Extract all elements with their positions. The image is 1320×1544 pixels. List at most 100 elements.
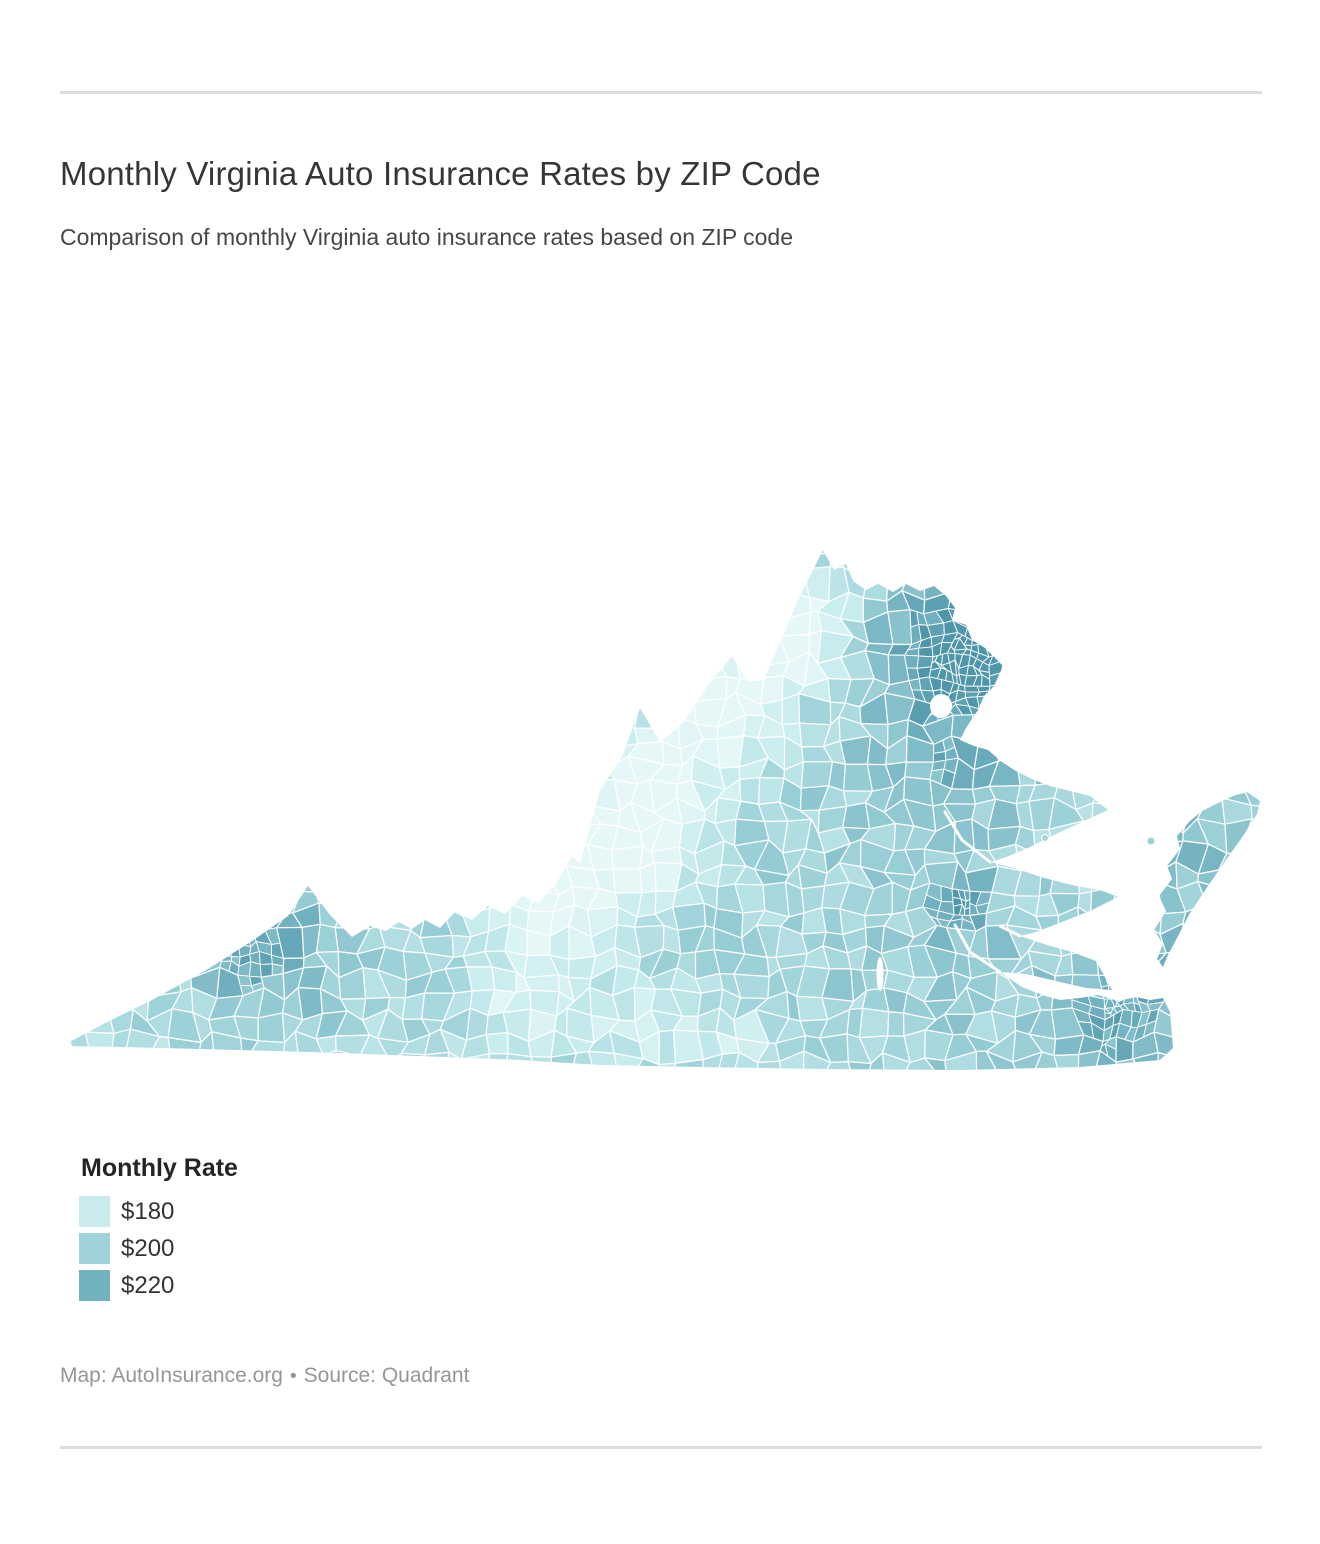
- zip-region[interactable]: [924, 1057, 948, 1086]
- zip-region[interactable]: [1078, 872, 1093, 895]
- zip-region[interactable]: [949, 591, 964, 602]
- zip-region[interactable]: [733, 973, 770, 1000]
- zip-region[interactable]: [983, 636, 1001, 647]
- zip-region[interactable]: [84, 1010, 115, 1034]
- zip-region[interactable]: [998, 686, 1013, 696]
- zip-region[interactable]: [887, 1011, 905, 1037]
- zip-region[interactable]: [485, 1053, 509, 1083]
- zip-region[interactable]: [251, 902, 270, 923]
- zip-region[interactable]: [978, 704, 996, 716]
- zip-region[interactable]: [658, 1062, 676, 1081]
- zip-region[interactable]: [739, 777, 761, 805]
- zip-region[interactable]: [633, 698, 661, 729]
- zip-region[interactable]: [960, 595, 975, 608]
- zip-region[interactable]: [1053, 1053, 1080, 1081]
- zip-region[interactable]: [987, 690, 1003, 697]
- zip-region[interactable]: [334, 1050, 369, 1080]
- zip-region[interactable]: [611, 845, 644, 870]
- zip-region[interactable]: [1095, 946, 1119, 977]
- zip-region[interactable]: [1135, 907, 1163, 935]
- zip-region[interactable]: [1127, 989, 1138, 998]
- zip-region[interactable]: [1034, 1051, 1061, 1077]
- zip-region[interactable]: [964, 907, 971, 916]
- zip-region[interactable]: [105, 988, 134, 1012]
- zip-region[interactable]: [825, 1061, 853, 1075]
- zip-region[interactable]: [985, 1050, 1022, 1085]
- zip-region[interactable]: [944, 1050, 978, 1085]
- zip-region[interactable]: [1070, 949, 1100, 976]
- zip-region[interactable]: [904, 654, 920, 669]
- zip-region[interactable]: [1092, 776, 1126, 806]
- zip-region[interactable]: [839, 735, 872, 765]
- zip-region[interactable]: [996, 738, 1017, 762]
- zip-region[interactable]: [975, 1050, 999, 1081]
- zip-region[interactable]: [918, 646, 934, 658]
- zip-region[interactable]: [1197, 880, 1220, 916]
- zip-region[interactable]: [613, 1052, 644, 1082]
- zip-region[interactable]: [867, 1052, 885, 1079]
- zip-region[interactable]: [1002, 646, 1020, 662]
- zip-region[interactable]: [385, 1052, 405, 1081]
- zip-region[interactable]: [1001, 655, 1018, 674]
- zip-region[interactable]: [334, 904, 370, 930]
- zip-region[interactable]: [985, 609, 1001, 627]
- zip-region[interactable]: [977, 637, 992, 645]
- zip-region[interactable]: [1091, 802, 1119, 827]
- zip-region[interactable]: [779, 1050, 805, 1085]
- zip-region[interactable]: [1157, 1051, 1189, 1084]
- zip-region[interactable]: [84, 1031, 115, 1063]
- zip-region[interactable]: [756, 1060, 784, 1085]
- zip-region[interactable]: [901, 1057, 938, 1078]
- zip-region[interactable]: [356, 904, 381, 930]
- zip-region[interactable]: [962, 600, 979, 615]
- zip-region[interactable]: [1115, 1058, 1142, 1081]
- zip-region[interactable]: [1049, 870, 1081, 895]
- zip-region[interactable]: [862, 571, 889, 602]
- zip-region[interactable]: [842, 802, 871, 830]
- zip-region[interactable]: [785, 567, 811, 598]
- zip-region[interactable]: [1091, 872, 1125, 893]
- zip-region[interactable]: [418, 1051, 450, 1081]
- zip-region[interactable]: [1057, 927, 1080, 957]
- zip-region[interactable]: [225, 942, 241, 958]
- zip-region[interactable]: [504, 923, 528, 957]
- zip-region[interactable]: [212, 926, 227, 944]
- zip-region[interactable]: [586, 765, 615, 782]
- zip-region[interactable]: [985, 622, 1001, 639]
- zip-region[interactable]: [1224, 818, 1253, 855]
- zip-region[interactable]: [401, 1052, 426, 1078]
- bay-island[interactable]: [1041, 834, 1049, 842]
- zip-region[interactable]: [1070, 925, 1098, 955]
- zip-region[interactable]: [1034, 764, 1060, 786]
- zip-region[interactable]: [1001, 679, 1016, 693]
- bay-island[interactable]: [1146, 836, 1156, 846]
- zip-region[interactable]: [300, 862, 323, 893]
- zip-region[interactable]: [1035, 914, 1060, 937]
- zip-region[interactable]: [802, 538, 832, 555]
- zip-region[interactable]: [249, 961, 262, 978]
- zip-region[interactable]: [735, 653, 771, 680]
- zip-region[interactable]: [612, 868, 643, 894]
- zip-region-mosaic[interactable]: [69, 538, 1265, 1086]
- zip-region[interactable]: [550, 1052, 577, 1083]
- zip-region[interactable]: [673, 1058, 704, 1082]
- zip-region[interactable]: [257, 1012, 286, 1044]
- zip-region[interactable]: [1079, 820, 1105, 852]
- zip-region[interactable]: [1107, 984, 1115, 1000]
- zip-region[interactable]: [940, 885, 954, 903]
- zip-region[interactable]: [485, 1032, 509, 1055]
- zip-region[interactable]: [1008, 637, 1021, 653]
- zip-region[interactable]: [322, 1050, 337, 1081]
- zip-region[interactable]: [439, 885, 464, 917]
- zip-region[interactable]: [658, 1029, 676, 1066]
- zip-region[interactable]: [859, 1007, 890, 1039]
- zip-region[interactable]: [974, 611, 990, 628]
- zip-region[interactable]: [1153, 949, 1188, 977]
- zip-region[interactable]: [460, 1053, 491, 1082]
- zip-region[interactable]: [535, 869, 560, 896]
- zip-region[interactable]: [250, 1040, 286, 1062]
- zip-region[interactable]: [224, 929, 240, 946]
- zip-region[interactable]: [1053, 974, 1074, 993]
- zip-region[interactable]: [466, 966, 496, 992]
- zip-region[interactable]: [378, 906, 412, 932]
